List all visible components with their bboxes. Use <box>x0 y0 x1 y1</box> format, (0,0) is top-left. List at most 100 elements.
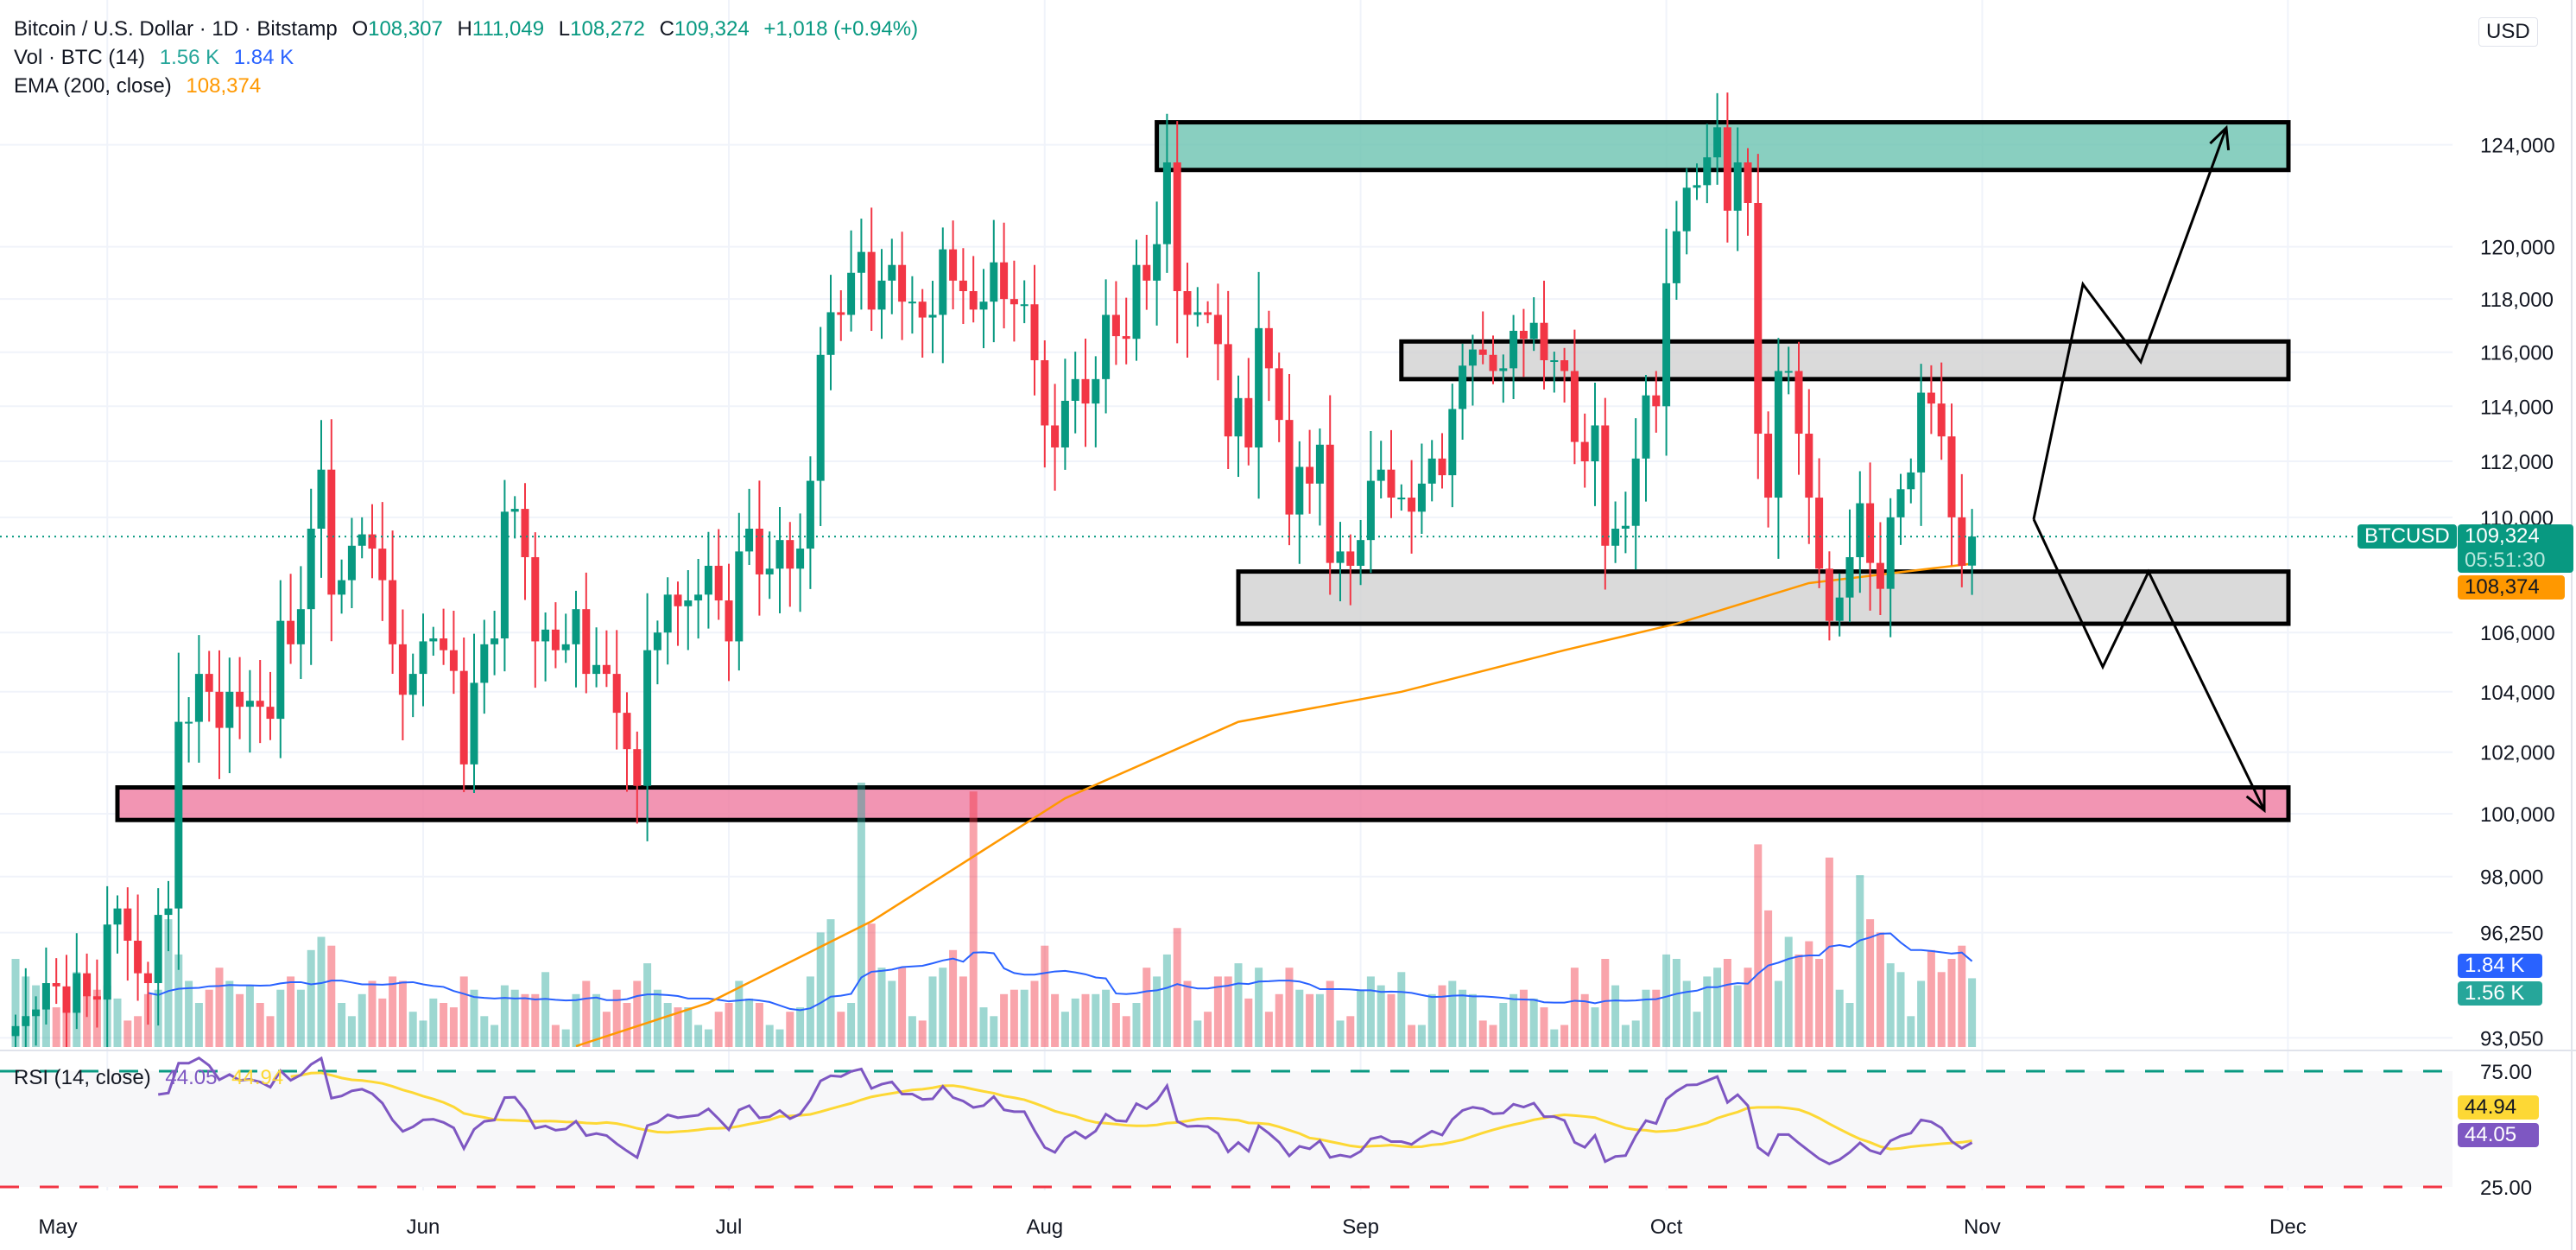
volume-bar <box>1499 1003 1508 1047</box>
volume-bar <box>1754 844 1763 1047</box>
candle <box>73 933 81 1030</box>
candle-body <box>73 973 81 1013</box>
low-value: 108,272 <box>570 17 645 41</box>
volume-bar <box>826 919 835 1047</box>
candle-body <box>1041 360 1049 426</box>
volume-bar <box>694 1025 703 1047</box>
volume-bar <box>1336 1020 1345 1047</box>
candle <box>1092 356 1100 447</box>
candle-body <box>1336 551 1345 563</box>
candle-body <box>1092 378 1100 404</box>
candle-body <box>62 986 71 1013</box>
volume-bar <box>1060 1012 1069 1047</box>
candle <box>1459 343 1467 440</box>
candle <box>347 517 356 608</box>
candle-body <box>1733 162 1742 211</box>
candle-body <box>1173 162 1181 292</box>
volume-bar <box>1427 993 1436 1047</box>
candle-body <box>990 262 998 302</box>
candle <box>429 626 438 657</box>
candle-body <box>440 638 448 650</box>
rsi-ma-tag: 44.94 <box>2458 1095 2539 1120</box>
volume-bar <box>1244 998 1253 1047</box>
volume-bar <box>429 998 438 1047</box>
candle <box>1153 201 1161 326</box>
time-axis-label: Sep <box>1342 1215 1379 1239</box>
volume-bar <box>1601 959 1610 1047</box>
candle-body <box>1153 244 1161 281</box>
volume-bar <box>1733 985 1742 1047</box>
candle <box>1703 124 1712 204</box>
candle <box>1122 297 1130 365</box>
candle-body <box>1285 420 1294 515</box>
candle <box>1244 358 1253 466</box>
candle <box>1896 473 1905 545</box>
volume-bar <box>704 1029 712 1047</box>
currency-button[interactable]: USD <box>2478 17 2538 47</box>
volume-bar <box>1947 959 1956 1047</box>
volume-bar <box>541 972 550 1047</box>
rsi-legend[interactable]: RSI (14, close) 44.05 44.94 <box>14 1066 292 1090</box>
candle-body <box>1682 187 1691 232</box>
price-axis-label: 106,000 <box>2480 622 2555 645</box>
price-axis-label: 116,000 <box>2480 342 2554 365</box>
candle <box>83 953 92 1018</box>
candle <box>755 480 763 616</box>
candle <box>276 580 285 758</box>
volume-bar <box>561 1029 570 1047</box>
candle-body <box>1529 322 1538 339</box>
candle <box>1744 148 1752 236</box>
candle <box>1315 428 1324 526</box>
ema-price-tag: 108,374 <box>2458 575 2565 600</box>
candle-body <box>1295 466 1304 515</box>
volume-bar <box>979 1007 988 1047</box>
candle-body <box>1591 425 1599 462</box>
volume-bar <box>1519 989 1528 1047</box>
candle-body <box>826 312 835 355</box>
candle-body <box>1621 525 1630 529</box>
candle <box>1672 200 1680 300</box>
candle-body <box>419 641 427 675</box>
candle <box>338 559 346 614</box>
candle <box>1825 551 1833 641</box>
ema-legend[interactable]: EMA (200, close) 108,374 <box>14 74 269 98</box>
candle-body <box>1255 327 1263 447</box>
candle <box>1142 234 1151 310</box>
volume-bar <box>1805 941 1813 1047</box>
volume-legend[interactable]: Vol · BTC (14) 1.56 K 1.84 K <box>14 46 302 70</box>
candle-body <box>1601 425 1610 546</box>
candle-body <box>103 924 111 1000</box>
volume-bar <box>1438 985 1446 1047</box>
volume-bar <box>1377 985 1385 1047</box>
candle <box>1020 280 1029 324</box>
volume-bar <box>134 1016 142 1047</box>
volume-bar <box>1041 945 1049 1047</box>
candle-body <box>1866 503 1875 563</box>
candle <box>1336 522 1345 602</box>
candle <box>1794 341 1803 475</box>
candle-body <box>1886 517 1895 589</box>
ema-200-line <box>575 562 1972 1047</box>
candle-body <box>276 620 285 720</box>
candle <box>735 512 744 671</box>
candle <box>1102 279 1111 414</box>
candle-body <box>1306 466 1314 484</box>
volume-bar <box>1968 978 1977 1047</box>
ema-legend-label: EMA (200, close) <box>14 74 172 98</box>
volume-bar <box>215 968 224 1047</box>
volume-bar <box>1459 989 1467 1047</box>
volume-bar <box>296 989 305 1047</box>
volume-bar <box>1264 1012 1273 1047</box>
candle <box>1529 297 1538 352</box>
volume-bar <box>898 968 907 1047</box>
volume-bar <box>1346 1016 1355 1047</box>
candle <box>62 955 71 1047</box>
candle-body <box>1275 368 1283 421</box>
volume-bar <box>1255 968 1263 1047</box>
candle <box>1357 519 1365 586</box>
candle-body <box>837 312 845 315</box>
volume-bar <box>1102 989 1111 1047</box>
candle <box>612 630 621 750</box>
candle <box>1489 335 1497 384</box>
